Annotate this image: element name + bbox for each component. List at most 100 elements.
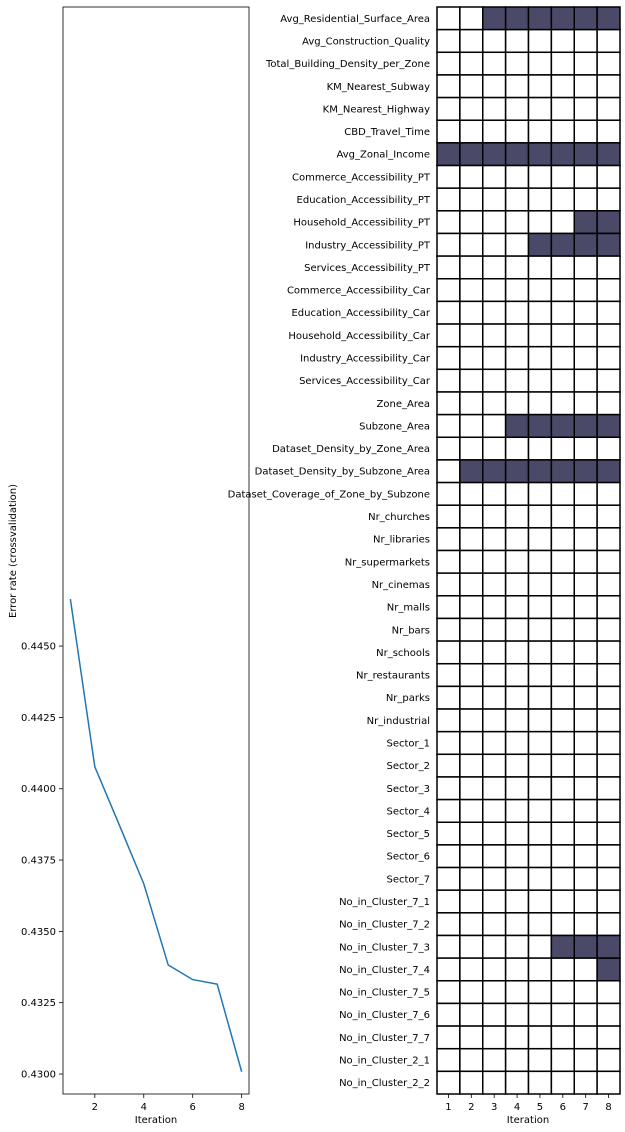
heatmap-row-label: Avg_Zonal_Income bbox=[336, 150, 430, 161]
heatmap-cell-selected bbox=[527, 142, 553, 167]
heatmap-cell bbox=[482, 187, 507, 212]
heatmap-cell bbox=[596, 730, 621, 756]
heatmap-cell bbox=[596, 980, 621, 1005]
heatmap-cell-selected bbox=[527, 459, 553, 484]
heatmap-cell bbox=[482, 617, 507, 642]
y-tick-label: 0.4325 bbox=[21, 998, 56, 1009]
heatmap-cell bbox=[459, 957, 484, 982]
heatmap-cell bbox=[527, 323, 553, 348]
heatmap-row-label: Sector_7 bbox=[386, 874, 430, 885]
heatmap-cell bbox=[550, 51, 576, 76]
heatmap-cell-selected bbox=[504, 413, 530, 439]
heatmap-row-label: Nr_supermarkets bbox=[345, 557, 430, 568]
heatmap-cell bbox=[527, 1025, 553, 1050]
heatmap-cell bbox=[527, 595, 553, 620]
heatmap-cell bbox=[504, 1070, 530, 1095]
heatmap-cell bbox=[550, 980, 576, 1005]
heatmap-cell bbox=[482, 1070, 507, 1095]
heatmap-cell bbox=[527, 300, 553, 325]
heatmap-cell bbox=[573, 436, 598, 461]
heatmap-cell bbox=[436, 413, 461, 439]
heatmap-cell-selected bbox=[596, 232, 621, 257]
heatmap-cell bbox=[459, 6, 484, 31]
heatmap-cell bbox=[482, 662, 507, 688]
heatmap-cell bbox=[459, 323, 484, 348]
heatmap-cell bbox=[459, 210, 484, 235]
heatmap-cell bbox=[527, 187, 553, 212]
heatmap-cell bbox=[550, 278, 576, 303]
heatmap-cell bbox=[573, 255, 598, 280]
heatmap-cell bbox=[459, 934, 484, 959]
heatmap-cell bbox=[550, 549, 576, 574]
heatmap-cell bbox=[436, 481, 461, 506]
heatmap-cell bbox=[482, 572, 507, 597]
heatmap-cell bbox=[527, 436, 553, 461]
heatmap-cell bbox=[573, 889, 598, 914]
heatmap-cell bbox=[527, 662, 553, 688]
heatmap-cell bbox=[596, 866, 621, 891]
heatmap-cell bbox=[527, 74, 553, 99]
heatmap-cell bbox=[482, 1025, 507, 1050]
heatmap-cell bbox=[573, 821, 598, 846]
heatmap-cell bbox=[504, 640, 530, 665]
heatmap-cell bbox=[527, 640, 553, 665]
heatmap-cell-selected bbox=[573, 142, 598, 167]
heatmap-row-label: KM_Nearest_Highway bbox=[323, 104, 430, 115]
heatmap-cell bbox=[550, 957, 576, 982]
heatmap-cell bbox=[596, 51, 621, 76]
heatmap-cell-selected bbox=[573, 210, 598, 235]
line-chart-y-axis-label: Error rate (crossvalidation) bbox=[8, 484, 19, 618]
heatmap-cell bbox=[504, 595, 530, 620]
heatmap-cell bbox=[482, 96, 507, 121]
heatmap-cell bbox=[550, 436, 576, 461]
heatmap-row-label: No_in_Cluster_7_3 bbox=[339, 942, 430, 953]
heatmap-column-label: 6 bbox=[560, 1102, 566, 1113]
heatmap-cell bbox=[596, 821, 621, 846]
heatmap-row-label: Dataset_Coverage_of_Zone_by_Subzone bbox=[228, 489, 430, 500]
heatmap-cell bbox=[596, 912, 621, 937]
heatmap-row-label: Dataset_Density_by_Subzone_Area bbox=[255, 467, 430, 478]
heatmap-cell bbox=[459, 1002, 484, 1027]
heatmap-cell bbox=[482, 278, 507, 303]
heatmap-cell bbox=[459, 640, 484, 665]
heatmap-cell bbox=[504, 1025, 530, 1050]
heatmap-cell bbox=[436, 119, 461, 144]
heatmap-column-label: 3 bbox=[491, 1102, 497, 1113]
heatmap-cell bbox=[504, 96, 530, 121]
heatmap-cell bbox=[596, 572, 621, 597]
heatmap-cell bbox=[527, 119, 553, 144]
heatmap-cell bbox=[550, 119, 576, 144]
heatmap-row-label: No_in_Cluster_7_2 bbox=[339, 920, 430, 931]
heatmap-cell bbox=[504, 74, 530, 99]
heatmap-cell bbox=[596, 119, 621, 144]
heatmap-cell bbox=[459, 413, 484, 439]
heatmap-cell-selected bbox=[504, 142, 530, 167]
heatmap-cell bbox=[550, 368, 576, 393]
heatmap-cell bbox=[482, 640, 507, 665]
heatmap-row-label: Nr_restaurants bbox=[356, 671, 430, 682]
heatmap-cell-selected bbox=[482, 459, 507, 484]
heatmap-cell bbox=[573, 1070, 598, 1095]
heatmap-cell bbox=[527, 934, 553, 959]
heatmap-cell bbox=[550, 685, 576, 710]
heatmap-cell bbox=[459, 345, 484, 371]
heatmap-cell bbox=[459, 753, 484, 778]
heatmap-cell bbox=[573, 866, 598, 891]
heatmap-cell bbox=[436, 934, 461, 959]
heatmap-row-label: Education_Accessibility_PT bbox=[297, 195, 431, 206]
heatmap-cell bbox=[436, 255, 461, 280]
heatmap-cell bbox=[482, 912, 507, 937]
heatmap-cell bbox=[573, 798, 598, 823]
heatmap-cell bbox=[573, 1025, 598, 1050]
heatmap-cell bbox=[596, 527, 621, 552]
heatmap-cell bbox=[504, 391, 530, 416]
heatmap-cell bbox=[459, 119, 484, 144]
heatmap-cell bbox=[596, 504, 621, 529]
heatmap-cell bbox=[482, 595, 507, 620]
heatmap-cell bbox=[459, 617, 484, 642]
heatmap-cell bbox=[436, 51, 461, 76]
heatmap-cell bbox=[527, 278, 553, 303]
heatmap-cell bbox=[436, 323, 461, 348]
heatmap-cell bbox=[436, 821, 461, 846]
